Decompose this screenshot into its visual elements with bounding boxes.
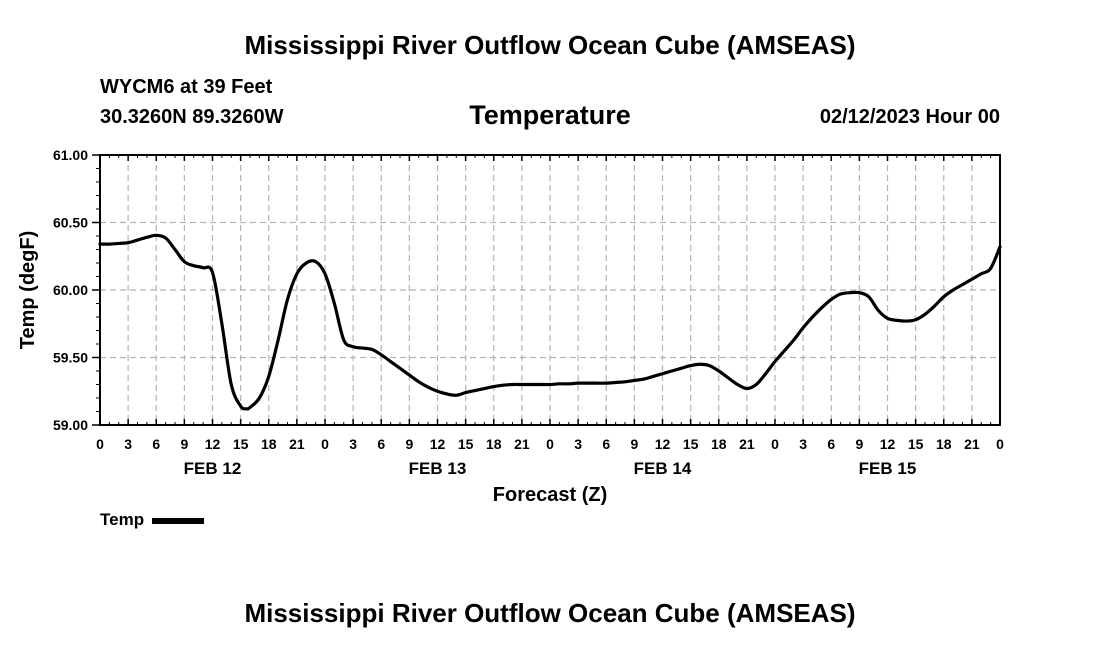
x-tick-label: 3 — [574, 436, 582, 452]
x-tick-label: 12 — [655, 436, 671, 452]
series-layer — [98, 233, 1002, 411]
day-label: FEB 12 — [184, 459, 242, 478]
x-tick-label: 12 — [880, 436, 896, 452]
chart-title: Temperature — [469, 100, 631, 130]
x-tick-label: 9 — [855, 436, 863, 452]
x-tick-label: 6 — [377, 436, 385, 452]
x-tick-label: 21 — [289, 436, 305, 452]
x-tick-label: 9 — [180, 436, 188, 452]
x-tick-label: 21 — [739, 436, 755, 452]
datetime-label: 02/12/2023 Hour 00 — [819, 106, 1000, 128]
x-tick-label: 12 — [205, 436, 221, 452]
x-tick-label: 0 — [546, 436, 554, 452]
x-tick-label: 21 — [964, 436, 980, 452]
legend-label: Temp — [100, 510, 145, 529]
x-tick-label: 6 — [602, 436, 610, 452]
x-tick-label: 3 — [799, 436, 807, 452]
y-tick-label: 61.00 — [53, 147, 88, 163]
x-tick-label: 18 — [261, 436, 277, 452]
y-tick-label: 60.00 — [53, 282, 88, 298]
x-tick-label: 15 — [233, 436, 249, 452]
y-tick-label: 59.50 — [53, 350, 88, 366]
x-tick-label: 15 — [683, 436, 699, 452]
temp-series-line — [98, 233, 1002, 411]
x-tick-label: 18 — [486, 436, 502, 452]
x-tick-label: 18 — [936, 436, 952, 452]
x-tick-label: 3 — [349, 436, 357, 452]
x-tick-label: 0 — [996, 436, 1004, 452]
x-tick-label: 0 — [96, 436, 104, 452]
grid-layer — [100, 155, 1000, 425]
x-tick-label: 15 — [908, 436, 924, 452]
day-label: FEB 15 — [859, 459, 917, 478]
x-tick-label: 3 — [124, 436, 132, 452]
plot-frame — [99, 154, 1001, 426]
x-tick-label: 6 — [827, 436, 835, 452]
x-tick-label: 0 — [771, 436, 779, 452]
main-title: Mississippi River Outflow Ocean Cube (AM… — [244, 30, 856, 60]
x-tick-label: 9 — [405, 436, 413, 452]
y-tick-label: 60.50 — [53, 215, 88, 231]
x-tick-label: 9 — [630, 436, 638, 452]
legend: Temp — [100, 510, 205, 530]
day-label: FEB 13 — [409, 459, 467, 478]
x-tick-label: 12 — [430, 436, 446, 452]
label-layer: 59.00 59.50 60.00 60.50 61.00 0 3 6 9 12 15 18 21 0 3 6… — [53, 147, 1004, 478]
x-tick-label: 21 — [514, 436, 530, 452]
day-label: FEB 14 — [634, 459, 692, 478]
x-tick-label: 6 — [152, 436, 160, 452]
x-tick-label: 0 — [321, 436, 329, 452]
x-tick-label: 18 — [711, 436, 727, 452]
y-tick-label: 59.00 — [53, 417, 88, 433]
bottom-title: Mississippi River Outflow Ocean Cube (AM… — [244, 598, 856, 628]
x-tick-label: 15 — [458, 436, 474, 452]
station-label: WYCM6 at 39 Feet — [100, 76, 273, 98]
legend-line-swatch — [152, 517, 205, 524]
y-axis-label: Temp (degF) — [17, 231, 39, 350]
coordinates-label: 30.3260N 89.3260W — [100, 106, 284, 128]
x-axis-label: Forecast (Z) — [493, 484, 607, 506]
